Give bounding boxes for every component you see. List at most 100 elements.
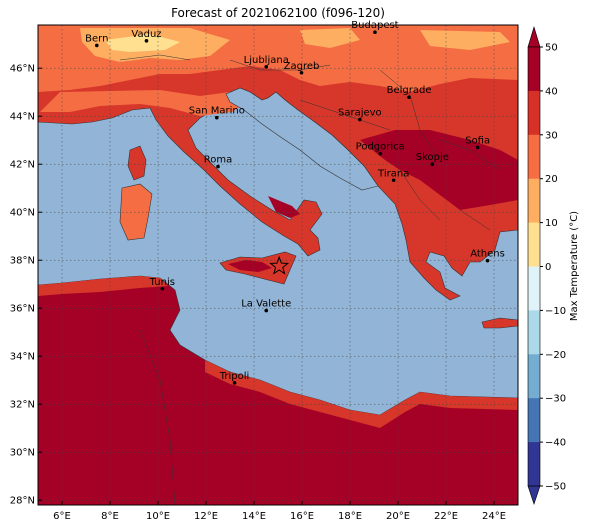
y-tick-label: 36°N (10, 304, 35, 315)
city-marker: Tripoli (219, 371, 250, 385)
city-marker: Bern (85, 33, 108, 48)
x-tick-label: 20°E (386, 511, 410, 522)
colorbar-segment (528, 442, 540, 487)
x-tick-label: 6°E (53, 511, 71, 522)
colorbar-tick-label: 0 (545, 262, 551, 273)
colorbar-tick-label: 20 (545, 174, 558, 185)
city-label: Zagreb (284, 61, 320, 72)
colorbar-tick-label: −40 (545, 438, 566, 449)
city-dot (95, 43, 99, 48)
city-marker: San Marino (189, 106, 245, 120)
colorbar-segment (528, 266, 540, 311)
city-dot (475, 145, 480, 150)
land-north-africa-coast (38, 276, 518, 428)
city-marker: Zagreb (284, 61, 320, 75)
map-title: Forecast of 2021062100 (f096-120) (171, 6, 385, 20)
city-label: Budapest (351, 20, 398, 31)
x-tick-label: 24°E (482, 511, 506, 522)
colorbar-tick-label: 10 (545, 218, 558, 229)
colorbar-segment (528, 178, 540, 224)
country-borders (119, 54, 501, 505)
city-dot (264, 308, 269, 313)
x-tick-label: 18°E (338, 511, 362, 522)
city-label: Tunis (149, 277, 175, 288)
land-crete (481, 317, 518, 329)
colorbar-extend-top (527, 25, 541, 48)
colorbar-segment (528, 134, 540, 180)
x-tick-label: 8°E (101, 511, 119, 522)
city-dot (216, 164, 220, 169)
x-tick-label: 22°E (434, 511, 458, 522)
colorbar-segment (528, 47, 540, 92)
colorbar-tick-label: 40 (545, 86, 558, 97)
y-tick-label: 32°N (10, 400, 35, 411)
city-dot (215, 115, 219, 120)
city-dot (407, 95, 411, 100)
city-dot (264, 64, 269, 69)
y-tick-label: 30°N (10, 448, 35, 459)
city-label: Sofia (465, 135, 490, 146)
colorbar-segment (528, 222, 540, 267)
city-label: Skopje (416, 152, 449, 163)
colorbar-segment (528, 90, 540, 136)
city-marker: Ljubljana (244, 55, 289, 69)
city-dot (144, 39, 149, 43)
city-dot (373, 30, 377, 34)
city-marker: Sofia (465, 135, 490, 150)
y-tick-label: 42°N (10, 160, 35, 171)
colorbar-tick-label: 30 (545, 130, 558, 141)
city-label: Tirana (377, 168, 409, 179)
city-marker: Athens (470, 249, 505, 263)
colorbar-tick-label: −20 (545, 350, 566, 361)
star-marker (269, 255, 290, 275)
city-label: Vaduz (131, 29, 161, 40)
land-sicily-hot (228, 260, 272, 272)
city-label: Podgorica (356, 142, 405, 153)
x-tick-label: 16°E (290, 511, 314, 522)
colorbar-segment (528, 354, 540, 399)
y-tick-label: 44°N (10, 112, 35, 123)
city-label: Ljubljana (244, 55, 289, 66)
gridlines (38, 25, 518, 505)
map-frame (37, 24, 519, 506)
city-marker: Vaduz (131, 29, 162, 43)
city-label: San Marino (189, 106, 245, 117)
city-marker: Tirana (377, 168, 409, 183)
x-axis: 6°E 8°E 10°E 12°E 14°E 16°E 18°E 20°E 22°E 24°E (53, 501, 506, 522)
city-label: Sarajevo (338, 108, 382, 119)
land-alps-mild (80, 28, 510, 62)
city-label: La Valette (241, 299, 291, 310)
city-marker: Podgorica (356, 142, 405, 156)
city-marker: Belgrade (387, 85, 431, 100)
colorbar-label: Max Temperature (°C) (569, 211, 580, 321)
city-dot (391, 178, 396, 183)
land-sardinia (119, 183, 153, 241)
land-corsica (127, 145, 147, 181)
city-label: Bern (85, 33, 108, 44)
colorbar-tick-label: −50 (545, 482, 566, 493)
y-tick-label: 46°N (10, 64, 35, 75)
land-balkans-hot (360, 130, 518, 210)
city-label: Tripoli (219, 371, 250, 382)
x-tick-label: 14°E (242, 511, 266, 522)
city-dot (358, 117, 362, 122)
colorbar: 50 40 30 20 10 0 −10 −20 −30 −40 −50 Max Temperatur… (527, 25, 580, 505)
colorbar-segment (528, 398, 540, 443)
city-marker: Skopje (416, 152, 449, 166)
colorbar-tick-label: 50 (545, 43, 558, 54)
city-dot (485, 258, 490, 263)
city-marker: Sarajevo (338, 108, 382, 122)
y-axis: 28°N 30°N 32°N 34°N 36°N 38°N 40°N 42°N 44°N 46°N (10, 64, 42, 507)
city-label: Roma (204, 155, 233, 166)
city-dot (232, 381, 237, 385)
y-tick-label: 28°N (10, 496, 35, 507)
land-alps-pale (105, 34, 180, 52)
colorbar-extend-bottom (527, 485, 541, 505)
sea-adriatic (225, 87, 379, 191)
land-italy-south-hot (268, 196, 300, 218)
city-marker: Tunis (149, 277, 175, 291)
city-dot (299, 70, 304, 75)
colorbar-segment (528, 310, 540, 355)
